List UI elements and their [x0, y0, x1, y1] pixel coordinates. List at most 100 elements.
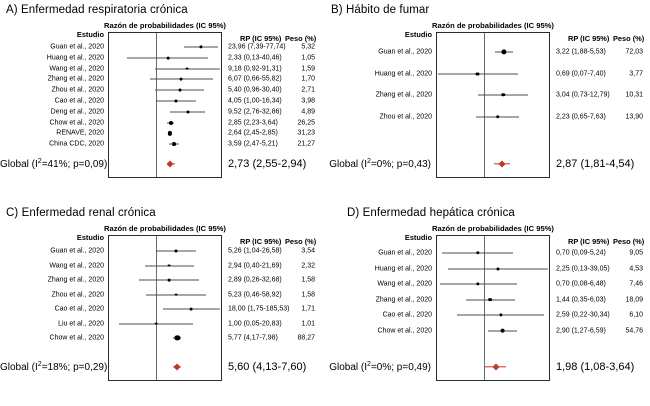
- weight-value: 1,05: [301, 54, 315, 62]
- effect-marker: [488, 297, 493, 302]
- weight-value: 1,01: [301, 320, 315, 327]
- weight-value: 18,09: [625, 296, 643, 303]
- effect-value: 2,25 (0,13-39,05): [556, 265, 610, 272]
- effect-value: 2,23 (0,65-7,63): [556, 113, 606, 120]
- column-header-study: Estudio: [404, 233, 432, 242]
- column-header-effect: RP (IC 95%): [240, 237, 282, 246]
- effect-marker: [180, 77, 183, 81]
- study-label: Cao et al., 2020: [54, 97, 104, 105]
- study-label: Guan et al., 2020: [378, 249, 432, 257]
- study-label: Wang et al., 2020: [49, 65, 104, 73]
- study-label: Zhang et al., 2020: [375, 91, 432, 99]
- study-label: Huang et al., 2020: [374, 70, 432, 77]
- plot-area: [436, 235, 550, 381]
- weight-value: 2,71: [301, 86, 315, 94]
- effect-marker: [174, 249, 178, 253]
- effect-marker: [475, 71, 479, 76]
- weight-value: 5,32: [301, 43, 315, 51]
- column-header-weight: Peso (%): [285, 237, 317, 246]
- panel-title: B) Hábito de fumar: [331, 4, 430, 16]
- column-header-study: Estudio: [404, 30, 432, 39]
- weight-value: 1,71: [301, 305, 315, 313]
- effect-marker: [178, 88, 182, 92]
- pooled-estimate-label: Global (I2=0%; p=0,43): [329, 157, 431, 171]
- study-label: Wang et al., 2020: [377, 280, 432, 288]
- column-header-effect: RP (IC 95%): [568, 34, 610, 43]
- pooled-estimate-value: 2,87 (1,81-4,54): [556, 158, 635, 170]
- effect-marker: [166, 56, 170, 60]
- study-label: Wang et al., 2020: [49, 262, 104, 269]
- effect-marker: [495, 114, 500, 119]
- weight-value: 54,76: [625, 327, 643, 334]
- study-label: Zhou et al., 2020: [51, 86, 104, 94]
- weight-value: 6,10: [629, 311, 643, 319]
- weight-value: 3,98: [301, 97, 315, 105]
- effect-marker: [174, 99, 178, 103]
- effect-value: 5,26 (1,04-26,58): [228, 247, 282, 255]
- study-label: Guan et al., 2020: [378, 48, 432, 56]
- study-label: Chow et al., 2020: [377, 327, 432, 334]
- column-header-study: Estudio: [76, 30, 104, 39]
- effect-value: 5,23 (0,46-58,92): [228, 291, 282, 298]
- effect-marker: [500, 328, 505, 333]
- null-effect-line: [155, 33, 157, 177]
- effect-value: 3,59 (2,47-5,21): [228, 140, 278, 148]
- effect-marker: [174, 293, 178, 296]
- effect-marker: [501, 93, 505, 97]
- weight-value: 9,05: [629, 249, 643, 257]
- plot-area: [108, 32, 222, 178]
- effect-marker: [498, 313, 503, 317]
- panel-b: B) Hábito de fumar Razón de probabilidade…: [325, 0, 650, 203]
- effect-value: 18,00 (1,75-185,53): [228, 305, 290, 313]
- study-label: Liu et al., 2020: [58, 320, 104, 327]
- pooled-estimate-label: Global (I2=41%; p=0,09): [0, 157, 108, 171]
- weight-value: 1,70: [301, 75, 315, 83]
- study-label: China CDC, 2020: [49, 140, 104, 148]
- study-label: Huang et al., 2020: [374, 265, 432, 272]
- pooled-estimate-value: 2,73 (2,55-2,94): [228, 158, 307, 170]
- weight-value: 4,89: [301, 108, 315, 116]
- column-header-weight: Peso (%): [613, 34, 645, 43]
- study-label: Deng et al., 2020: [50, 108, 104, 116]
- effect-value: 3,22 (1,88-5,53): [556, 48, 606, 56]
- effect-marker: [475, 251, 480, 255]
- study-label: Zhou et al., 2020: [379, 113, 432, 120]
- column-header-study: Estudio: [76, 233, 104, 242]
- axis-title: Razón de probabilidades (IC 95%): [432, 21, 554, 30]
- study-label: Zhou et al., 2020: [51, 291, 104, 298]
- null-effect-line: [155, 236, 157, 380]
- study-label: Zhang et al., 2020: [375, 296, 432, 303]
- pooled-estimate-label: Global (I2=0%; p=0,49): [329, 360, 431, 374]
- effect-value: 2,89 (0,26-32,68): [228, 276, 282, 284]
- effect-value: 1,00 (0,05-20,83): [228, 320, 282, 327]
- effect-marker: [174, 335, 180, 341]
- effect-value: 5,40 (0,96-30,40): [228, 86, 282, 94]
- effect-value: 2,85 (2,23-3,64): [228, 119, 278, 127]
- study-label: Cao et al., 2020: [54, 305, 104, 313]
- panel-title: D) Enfermedad hepática crónica: [347, 207, 515, 219]
- effect-marker: [475, 282, 480, 286]
- effect-value: 4,05 (1,00-16,34): [228, 97, 282, 105]
- effect-marker: [496, 266, 500, 271]
- pooled-estimate-label: Global (I2=18%; p=0,29): [0, 360, 108, 374]
- study-label: Guan et al., 2020: [50, 43, 104, 51]
- weight-value: 88,27: [297, 334, 315, 342]
- axis-title: Razón de probabilidades (IC 95%): [104, 224, 226, 233]
- weight-value: 72,03: [625, 48, 643, 56]
- effect-value: 9,52 (2,76-32,86): [228, 108, 282, 116]
- study-label: Chow et al., 2020: [49, 119, 104, 127]
- weight-value: 2,32: [301, 262, 315, 269]
- effect-marker: [501, 49, 507, 55]
- weight-value: 3,54: [301, 247, 315, 255]
- effect-marker: [189, 307, 193, 311]
- study-label: RENAVE, 2020: [56, 129, 104, 137]
- weight-value: 3,77: [629, 70, 643, 77]
- weight-value: 13,90: [625, 113, 643, 120]
- effect-marker: [154, 322, 158, 325]
- weight-value: 1,58: [301, 291, 315, 298]
- axis-title: Razón de probabilidades (IC 95%): [104, 21, 226, 30]
- effect-value: 0,70 (0,08-6,48): [556, 280, 606, 288]
- effect-marker: [167, 131, 172, 136]
- weight-value: 26,25: [297, 119, 315, 127]
- study-label: Chow et al., 2020: [49, 334, 104, 342]
